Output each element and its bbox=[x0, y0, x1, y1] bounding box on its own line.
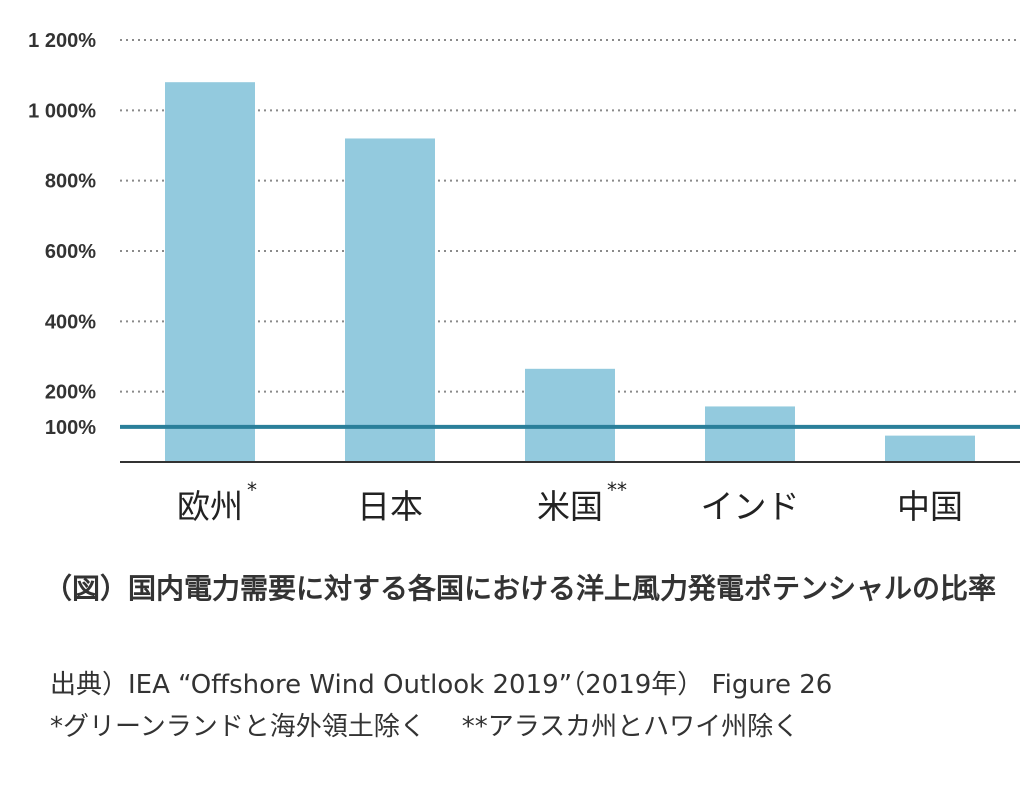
x-axis-categories: 欧州 * 日本 米国 ** インド 中国 bbox=[177, 478, 963, 526]
x-category-label: 米国 bbox=[537, 487, 603, 526]
bar bbox=[525, 368, 615, 462]
y-tick-label: 400% bbox=[45, 311, 96, 333]
bar bbox=[885, 435, 975, 462]
y-tick-label: 600% bbox=[45, 241, 96, 263]
bar bbox=[345, 138, 435, 462]
figure-caption-title: （図）国内電力需要に対する各国における洋上風力発電ポテンシャルの比率 bbox=[43, 572, 996, 605]
source-citation: 出典）IEA “Offshore Wind Outlook 2019”（2019… bbox=[50, 670, 833, 700]
x-category-label: インド bbox=[701, 487, 800, 526]
bar bbox=[165, 82, 255, 462]
y-tick-label: 200% bbox=[45, 382, 96, 404]
x-category-label: 欧州 bbox=[177, 487, 243, 526]
bar bbox=[705, 406, 795, 462]
y-axis-ticks: 1 200% 1 000% 800% 600% 400% 200% 100% bbox=[28, 30, 96, 439]
y-tick-label: 1 200% bbox=[28, 30, 96, 52]
x-category-footnote-mark: ** bbox=[607, 478, 627, 502]
y-tick-label: 800% bbox=[45, 171, 96, 193]
x-category-label: 日本 bbox=[357, 487, 423, 526]
footnote-europe: *グリーンランドと海外領土除く bbox=[50, 712, 426, 742]
footnote-us: **アラスカ州とハワイ州除く bbox=[461, 712, 800, 742]
y-tick-label: 1 000% bbox=[28, 100, 96, 122]
bar-chart: 1 200% 1 000% 800% 600% 400% 200% 100% 欧州 * 日本 米国… bbox=[28, 30, 1020, 526]
x-category-label: 中国 bbox=[897, 487, 963, 526]
y-tick-label: 100% bbox=[45, 417, 96, 439]
x-category-footnote-mark: * bbox=[247, 478, 257, 502]
bars bbox=[165, 82, 975, 462]
footnotes: *グリーンランドと海外領土除く **アラスカ州とハワイ州除く bbox=[50, 706, 1010, 743]
